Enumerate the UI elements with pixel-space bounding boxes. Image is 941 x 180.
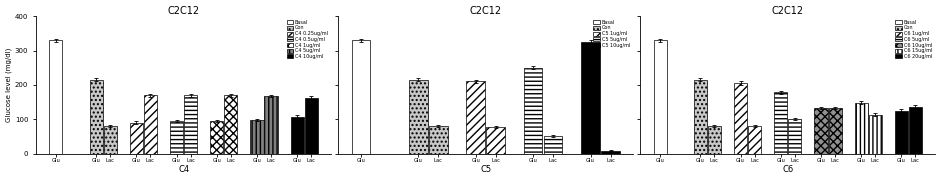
Bar: [544, 136, 563, 154]
Y-axis label: Glucose level (mg/dl): Glucose level (mg/dl): [6, 48, 12, 122]
Bar: [305, 98, 318, 154]
Bar: [708, 126, 721, 154]
Bar: [210, 121, 223, 154]
Bar: [524, 68, 542, 154]
Title: C2C12: C2C12: [470, 6, 502, 15]
X-axis label: C5: C5: [480, 165, 491, 174]
Bar: [774, 93, 788, 154]
Title: C2C12: C2C12: [772, 6, 804, 15]
Bar: [748, 126, 761, 154]
Bar: [409, 80, 427, 154]
Bar: [601, 151, 620, 154]
Bar: [467, 82, 485, 154]
Bar: [89, 80, 103, 154]
Legend: Basal, Con, C4 0.25ug/ml, C4 0.5ug/ml, C4 1ug/ml, C4 5ug/ml, C4 10ug/ml: Basal, Con, C4 0.25ug/ml, C4 0.5ug/ml, C…: [285, 19, 328, 60]
Bar: [694, 80, 707, 154]
Bar: [815, 108, 827, 154]
Bar: [828, 108, 841, 154]
Bar: [429, 126, 448, 154]
Bar: [734, 83, 747, 154]
Bar: [264, 96, 278, 154]
Bar: [895, 111, 908, 154]
Bar: [789, 119, 802, 154]
Bar: [250, 120, 263, 154]
Bar: [184, 95, 197, 154]
Bar: [104, 126, 117, 154]
Bar: [854, 103, 868, 154]
Bar: [170, 121, 183, 154]
Title: C2C12: C2C12: [167, 6, 199, 15]
X-axis label: C6: C6: [782, 165, 793, 174]
Bar: [869, 115, 882, 154]
Bar: [486, 127, 505, 154]
Bar: [582, 42, 599, 154]
Bar: [224, 95, 237, 154]
X-axis label: C4: C4: [178, 165, 189, 174]
Bar: [654, 40, 667, 154]
Bar: [291, 117, 304, 154]
Bar: [909, 107, 922, 154]
Bar: [352, 40, 370, 154]
Legend: Basal, Con, C5 1ug/ml, C5 5ug/ml, C5 10ug/ml: Basal, Con, C5 1ug/ml, C5 5ug/ml, C5 10u…: [592, 19, 630, 49]
Legend: Basal, Con, C6 1ug/ml, C6 5ug/ml, C6 10ug/ml, C6 15ug/ml, C6 20ug/ml: Basal, Con, C6 1ug/ml, C6 5ug/ml, C6 10u…: [895, 19, 933, 60]
Bar: [49, 40, 62, 154]
Bar: [144, 95, 157, 154]
Bar: [130, 123, 143, 154]
